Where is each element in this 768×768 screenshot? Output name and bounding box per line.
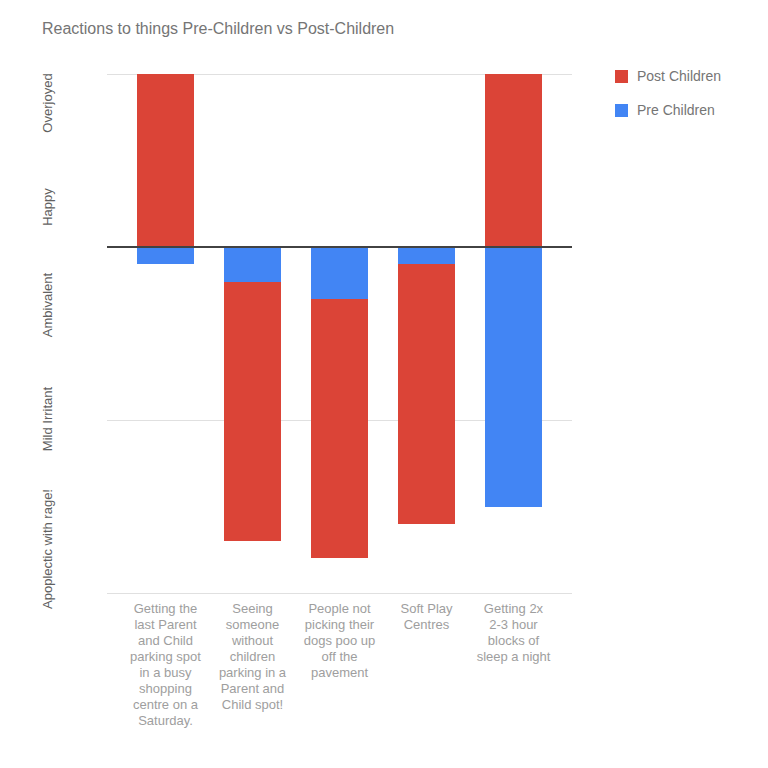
x-category-label: Soft Play Centres <box>377 601 477 633</box>
x-category-label: Getting 2x 2-3 hour blocks of sleep a ni… <box>464 601 564 665</box>
bar-segment-post-children[interactable] <box>485 74 542 247</box>
x-category-label: Seeing someone without children parking … <box>203 601 303 713</box>
bar-segment-pre-children[interactable] <box>398 247 455 264</box>
x-category-label: Getting the last Parent and Child parkin… <box>116 601 216 729</box>
bar-segment-pre-children[interactable] <box>224 247 281 282</box>
bar-segment-post-children[interactable] <box>224 282 281 542</box>
zero-baseline <box>107 246 572 248</box>
x-category-label: People not picking their dogs poo up off… <box>290 601 390 681</box>
bar-segment-post-children[interactable] <box>137 74 194 247</box>
bar-segment-post-children[interactable] <box>311 299 368 559</box>
gridline <box>107 593 572 594</box>
bar-segment-pre-children[interactable] <box>137 247 194 264</box>
bar-segment-pre-children[interactable] <box>485 247 542 507</box>
chart-canvas: Reactions to things Pre-Children vs Post… <box>0 0 768 768</box>
x-axis-labels: Getting the last Parent and Child parkin… <box>0 0 768 768</box>
bar-segment-pre-children[interactable] <box>311 247 368 299</box>
bar-segment-post-children[interactable] <box>398 264 455 524</box>
